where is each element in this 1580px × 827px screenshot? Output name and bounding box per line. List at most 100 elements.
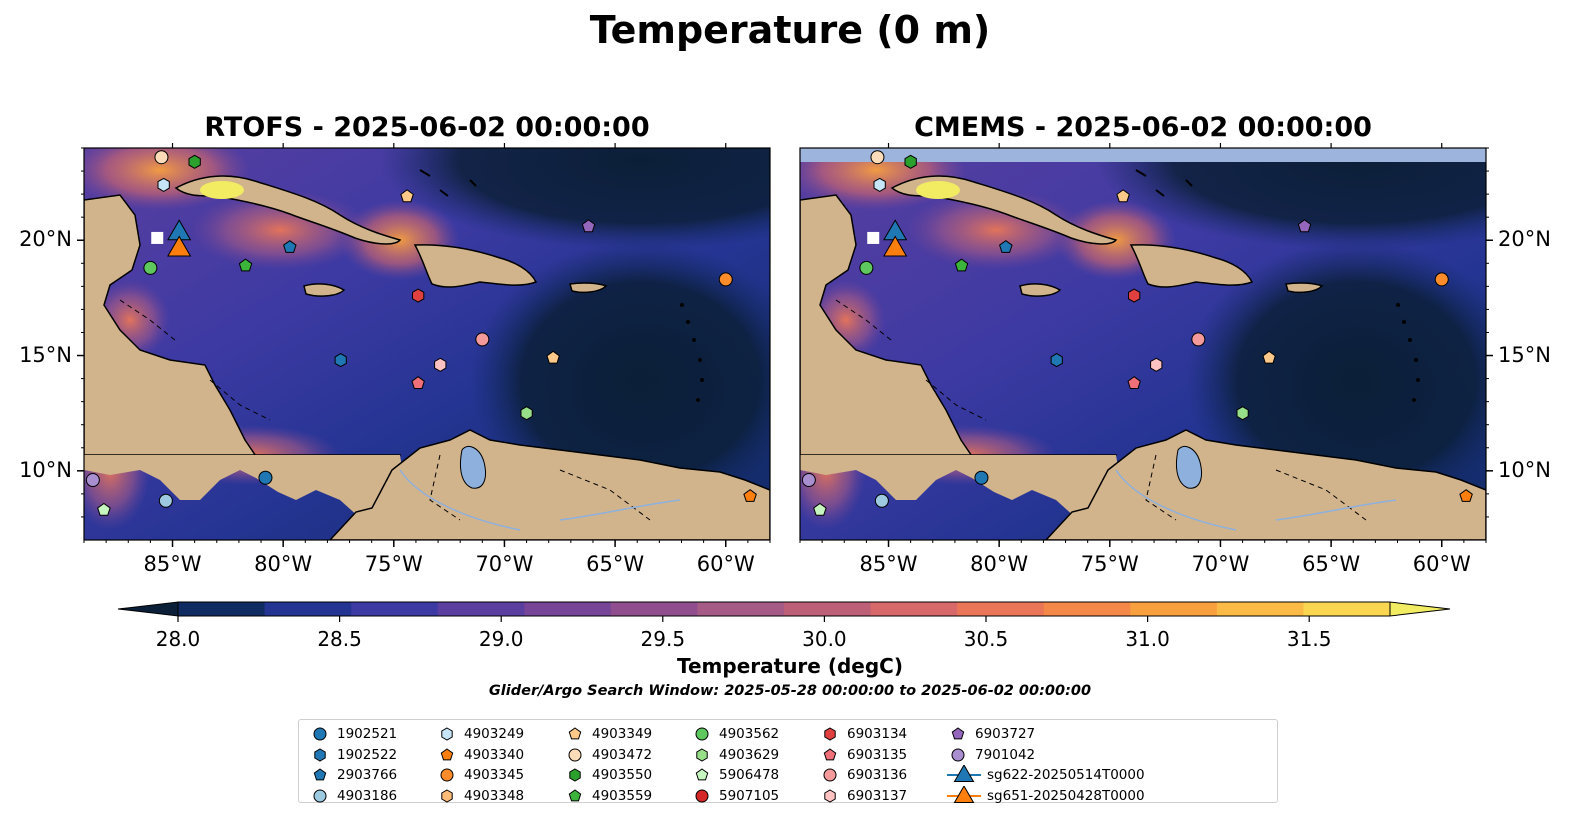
float-marker [1050, 353, 1063, 368]
float-marker [999, 240, 1013, 253]
legend-item: 4903472 [564, 745, 652, 765]
float-marker [520, 406, 533, 421]
legend-item: 4903249 [436, 724, 524, 744]
colorbar-segment [870, 602, 958, 616]
legend-label: 4903340 [464, 746, 525, 763]
legend-label: 4903472 [592, 746, 653, 763]
legend-marker-icon [314, 747, 326, 762]
legend-item: 4903348 [436, 786, 524, 806]
float-marker [400, 189, 414, 203]
colorbar-tick-label: 28.5 [317, 627, 362, 651]
float-marker [157, 177, 170, 192]
float-markers [85, 150, 1473, 516]
legend-marker [823, 747, 837, 760]
legend-marker-icon [823, 768, 837, 782]
legend-label: 4903559 [592, 787, 653, 804]
legend-marker-icon [951, 727, 965, 740]
legend-label: 4903629 [719, 746, 780, 763]
float-marker [859, 260, 874, 275]
glider-marker [883, 235, 908, 257]
legend-item: 4903345 [436, 765, 524, 785]
legend-marker-icon [440, 768, 454, 782]
colorbar-segment [437, 602, 525, 616]
legend-marker [314, 747, 326, 762]
x-tick-label: 75°W [1080, 552, 1139, 576]
legend-item: 2903766 [309, 765, 397, 785]
legend-label: 5907105 [719, 787, 780, 804]
panel-title-cmems: CMEMS - 2025-06-02 00:00:00 [914, 112, 1372, 143]
legend-label: 4903186 [337, 787, 398, 804]
legend-marker [440, 768, 454, 782]
legend-item: 5906478 [691, 765, 779, 785]
legend-marker [824, 788, 836, 803]
legend-marker-icon [313, 727, 327, 741]
legend-label: 4903562 [719, 726, 780, 742]
legend-marker [441, 788, 453, 803]
legend-marker-icon [696, 747, 708, 762]
colorbar-segment [784, 602, 872, 616]
legend-marker-icon [568, 788, 582, 801]
legend-label: 6903137 [847, 787, 908, 804]
float-marker [1128, 288, 1141, 303]
legend-label: sg622-20250514T0000 [987, 767, 1145, 783]
legend-marker [953, 785, 975, 803]
legend-marker-icon [313, 789, 327, 802]
legend-marker-icon [569, 768, 581, 782]
legend-marker [951, 727, 965, 740]
y-tick-label: 15°N [1498, 342, 1551, 367]
float-marker [743, 489, 757, 502]
colorbar-tick-label: 31.5 [1286, 627, 1332, 651]
float-marker [412, 288, 425, 303]
colorbar-extend-low [117, 601, 179, 617]
legend-item: 4903559 [564, 786, 652, 806]
legend-label: 4903550 [592, 767, 653, 783]
float-marker [801, 473, 816, 488]
legend-label: 6903135 [847, 746, 908, 763]
legend-label: 1902521 [337, 726, 398, 742]
float-marker [258, 470, 273, 485]
float-marker [581, 219, 596, 233]
float-marker [85, 473, 100, 488]
legend-item: 4903340 [436, 745, 524, 765]
colorbar-tick-label: 30.5 [963, 627, 1009, 651]
legend-item: sg622-20250514T0000 [947, 765, 1145, 785]
float-marker [1262, 350, 1276, 364]
legend-marker-icon [695, 727, 709, 741]
float-marker [813, 502, 827, 516]
y-tick-label: 10°N [19, 457, 72, 482]
legend-marker-icon [568, 748, 582, 761]
legend-marker [823, 768, 837, 782]
float-marker [1150, 357, 1163, 372]
float-marker [283, 240, 297, 253]
legend-item: 4903349 [564, 724, 652, 744]
x-tick-label: 80°W [254, 552, 313, 576]
colorbar-segment [1130, 602, 1218, 616]
float-marker [873, 177, 886, 192]
legend-label: 5906478 [719, 767, 780, 783]
x-tick-label: 85°W [859, 552, 918, 576]
legend-marker-icon [441, 727, 453, 741]
legend-marker [568, 788, 582, 801]
legend-marker [953, 765, 975, 782]
legend-marker-icon [695, 768, 709, 781]
legend-label: 4903249 [464, 726, 525, 742]
x-tick-label: 70°W [475, 552, 534, 576]
legend-label: 1902522 [337, 746, 398, 763]
legend-item: 6903136 [819, 765, 907, 785]
x-tick-label: 60°W [1412, 552, 1471, 576]
float-marker [874, 493, 889, 508]
colorbar-segment [524, 602, 612, 616]
legend-item: 4903629 [691, 745, 779, 765]
float-marker [158, 493, 173, 508]
legend-marker-icon [568, 727, 582, 740]
legend-marker-icon [823, 747, 837, 760]
colorbar-segment [264, 602, 352, 616]
float-marker [143, 260, 158, 275]
legend-label: 4903348 [464, 787, 525, 804]
float-marker [718, 272, 733, 287]
legend-label: 4903349 [592, 726, 653, 742]
glider-marker [167, 235, 192, 257]
search-window-text: Glider/Argo Search Window: 2025-05-28 00… [488, 683, 1092, 699]
legend-marker [951, 748, 965, 761]
